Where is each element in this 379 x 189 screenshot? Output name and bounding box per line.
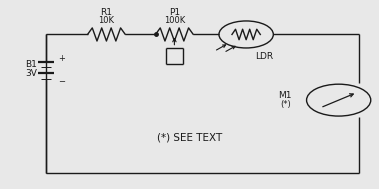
Text: 100K: 100K	[164, 16, 185, 26]
Text: −: −	[58, 77, 65, 86]
Text: +: +	[58, 54, 65, 63]
Text: R1: R1	[100, 8, 113, 17]
Text: P1: P1	[169, 8, 180, 17]
Text: (*) SEE TEXT: (*) SEE TEXT	[157, 133, 222, 143]
Text: 3V: 3V	[25, 69, 37, 78]
Text: (*): (*)	[281, 100, 291, 109]
Text: LDR: LDR	[255, 52, 274, 60]
Text: 10K: 10K	[99, 16, 114, 26]
Text: B1: B1	[25, 60, 37, 69]
Text: M1: M1	[278, 91, 291, 100]
